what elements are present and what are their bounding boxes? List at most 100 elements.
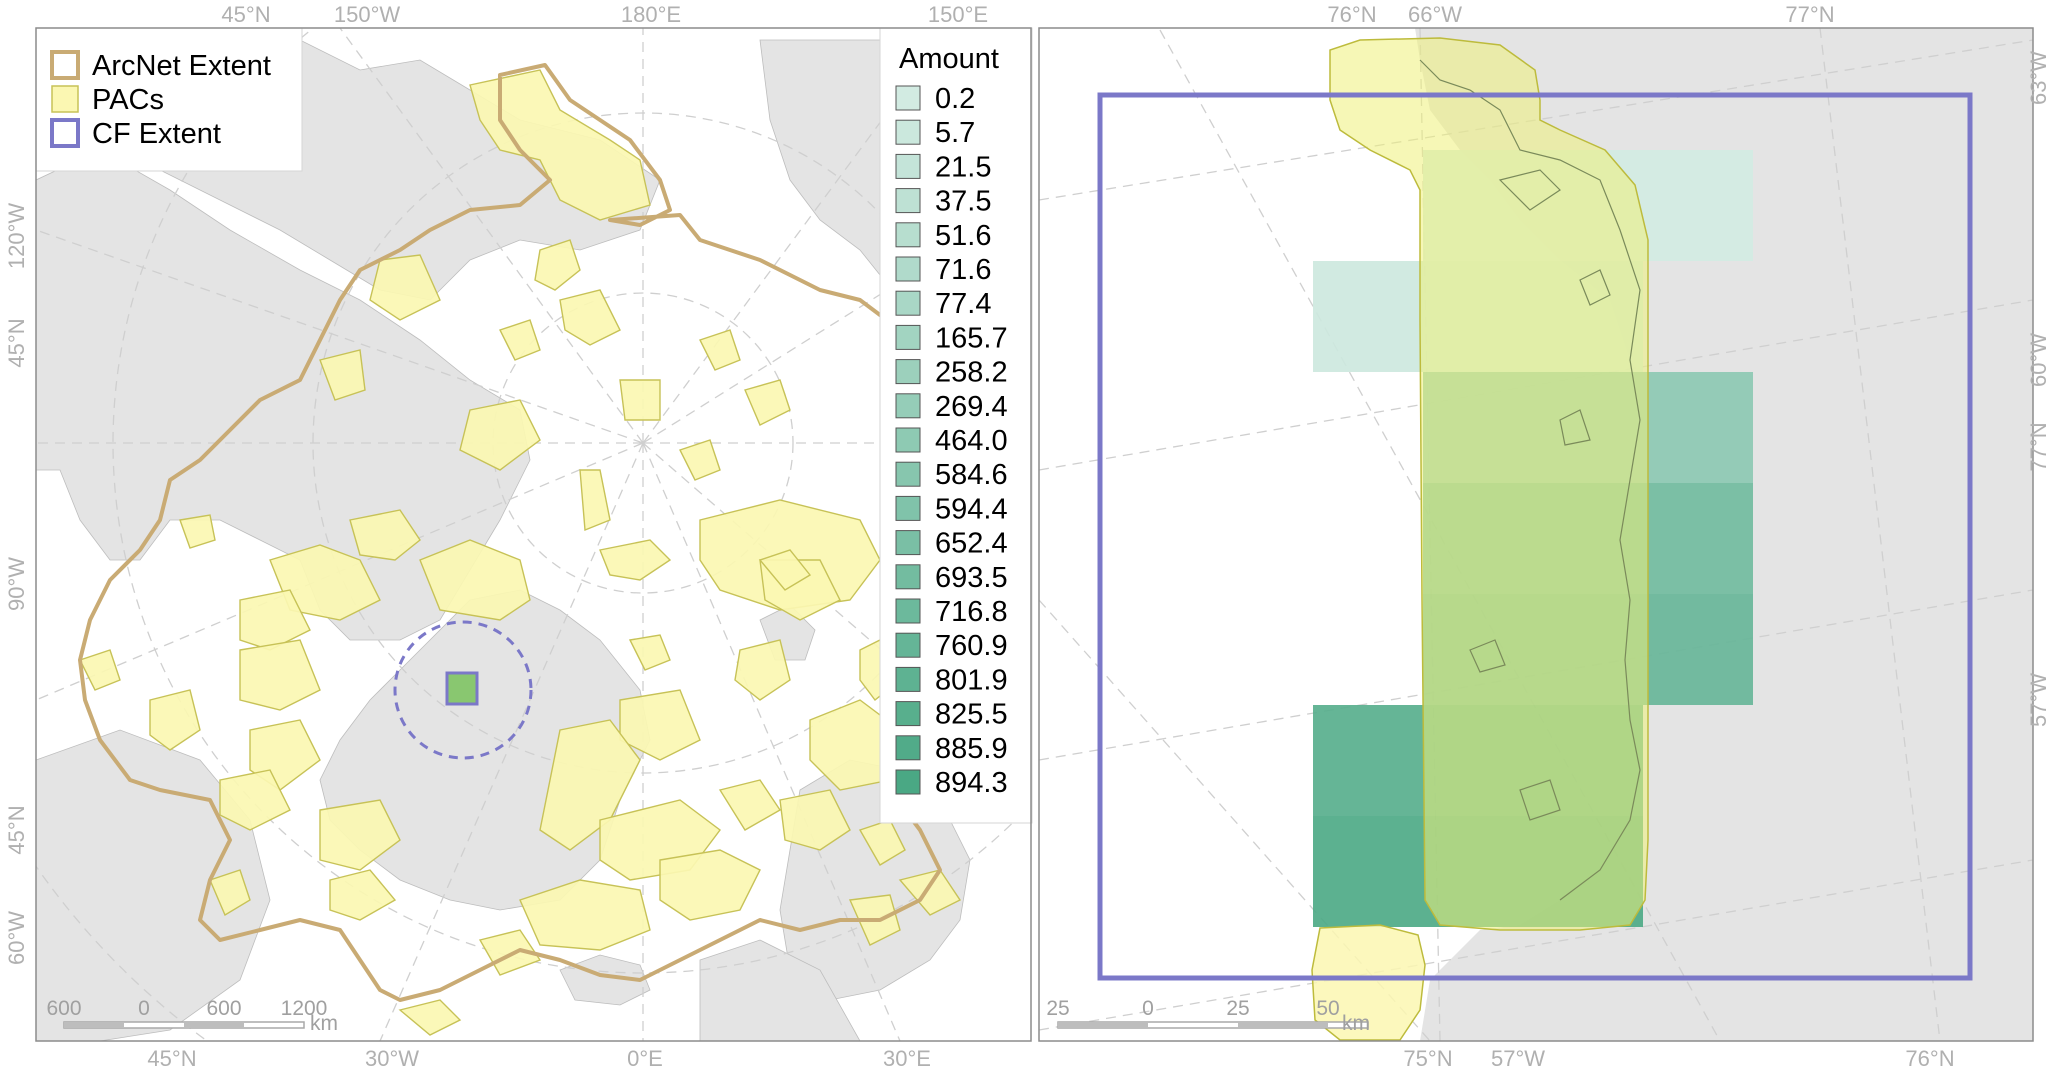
amount-value-label: 894.3 [935, 767, 1008, 799]
pac-polygon [219, 769, 291, 831]
legend-swatch-cf [50, 118, 80, 148]
amount-swatch [895, 393, 921, 419]
graticule-label-bottom: 30°E [883, 1046, 931, 1071]
graticule-label-top: 180°E [621, 2, 681, 27]
amount-swatch [895, 85, 921, 111]
amount-value-label: 5.7 [935, 117, 975, 149]
pac-polygon-south [1311, 924, 1426, 1041]
graticule-line [1039, 859, 2033, 1031]
scalebar-tick-label: 600 [206, 997, 241, 1020]
pac-polygon-main [1329, 37, 1649, 931]
graticule-label-left: 45°N [4, 318, 29, 367]
coastline-details [1419, 59, 1641, 901]
grid-cell [1313, 705, 1423, 816]
amount-swatch [895, 222, 921, 248]
graticule-label-bottom: 30°W [365, 1046, 419, 1071]
land-europe-south [699, 939, 861, 1041]
graticule-label-left: 90°W [4, 557, 29, 611]
left-graticule-labels: 45°N 150°W 180°E 150°E 45°N 30°W 0°E 30°… [4, 2, 988, 1071]
graticule-label-bottom: 76°N [1905, 1046, 1954, 1071]
pac-polygon [319, 349, 366, 401]
cf-extent-dashed-circle [393, 620, 533, 760]
amount-swatch [895, 701, 921, 727]
graticule-meridian [379, 442, 644, 1041]
amount-swatch [895, 119, 921, 145]
right-map-panel: 25 0 25 50 km [1038, 27, 2034, 1042]
coastline [1419, 59, 1641, 901]
legend-label: CF Extent [92, 118, 221, 150]
scalebar-tick-label: 0 [138, 997, 150, 1020]
amount-value-label: 77.4 [935, 288, 991, 320]
amount-swatch [895, 188, 921, 214]
scalebar-tick-label: 600 [46, 997, 81, 1020]
pac-polygon [459, 399, 541, 471]
amount-swatch [895, 735, 921, 761]
amount-value-label: 21.5 [935, 151, 991, 183]
grid-cell [1643, 150, 1753, 261]
amount-swatch [895, 666, 921, 692]
graticule-meridian [36, 229, 644, 444]
graticule-label-top: 66°W [1408, 2, 1462, 27]
scalebar: 25 0 25 50 km [1046, 997, 1370, 1035]
amount-value-label: 825.5 [935, 699, 1008, 731]
pac-polygon [718, 779, 781, 831]
amount-swatch [895, 564, 921, 590]
island-outline [1469, 639, 1506, 673]
graticule-line [1159, 29, 1721, 1041]
graticule-meridian [339, 28, 644, 444]
amount-value-label: 584.6 [935, 459, 1008, 491]
pac-polygon [349, 509, 421, 561]
scalebar-ticks: 600 0 600 1200 [46, 997, 327, 1020]
graticule-label-top: 76°N [1327, 2, 1376, 27]
graticule-label-left: 120°W [4, 203, 29, 270]
left-map-frame [35, 27, 1032, 1042]
legend-label: PACs [92, 84, 164, 116]
graticule-line [1039, 589, 2033, 761]
scalebar-unit: km [1342, 1012, 1370, 1035]
amount-value-label: 801.9 [935, 664, 1008, 696]
land-labrador [36, 729, 271, 1041]
legend-swatch-arcnet [50, 50, 80, 80]
amount-value-label: 885.9 [935, 733, 1008, 765]
amount-legend-title: Amount [899, 43, 999, 75]
amount-value-label: 594.4 [935, 493, 1008, 525]
scalebar-segment [184, 1022, 244, 1028]
amount-value-label: 165.7 [935, 322, 1008, 354]
amount-value-label: 51.6 [935, 220, 991, 252]
graticule-line [1039, 299, 2033, 471]
amount-value-label: 37.5 [935, 186, 991, 218]
right-graticule-labels: 76°N 66°W 77°N 75°N 57°W 76°N 63°W 60°W … [1327, 2, 2051, 1071]
graticule-label-left: 60°W [4, 911, 29, 965]
cf-extent-rectangle [1097, 92, 1973, 981]
graticule-label-top: 150°W [334, 2, 401, 27]
amount-value-label: 760.9 [935, 630, 1008, 662]
legend-box [35, 27, 303, 172]
amount-value-label: 0.2 [935, 83, 975, 115]
graticule [36, 28, 1031, 1041]
pac-polygon [734, 639, 791, 701]
pac-polygon [758, 549, 812, 591]
pac-polygon [329, 869, 397, 921]
amount-value-label: 464.0 [935, 425, 1008, 457]
pac-polygon [628, 634, 671, 671]
pac-polygon [419, 539, 531, 621]
pac-polygon [699, 329, 741, 371]
graticule-label-top: 150°E [928, 2, 988, 27]
amount-value-label: 652.4 [935, 528, 1008, 560]
graticule-line [1819, 28, 1941, 1041]
pac-polygon [79, 649, 121, 691]
pac-polygon [559, 289, 621, 346]
amount-value-label: 716.8 [935, 596, 1008, 628]
grid-cell [1643, 483, 1753, 594]
graticule-label-bottom: 45°N [147, 1046, 196, 1071]
pac-polygon [534, 239, 581, 291]
amount-legend: Amount 0.25.721.537.551.671.677.4165.725… [879, 27, 1033, 824]
amount-swatch [895, 153, 921, 179]
scalebar-tick-label: 25 [1226, 997, 1249, 1020]
right-graticule [1039, 28, 2033, 1041]
scalebar-ticks: 25 0 25 50 [1046, 997, 1339, 1020]
arcnet-extent-outline [78, 63, 972, 1002]
scalebar-segment [1238, 1022, 1328, 1028]
